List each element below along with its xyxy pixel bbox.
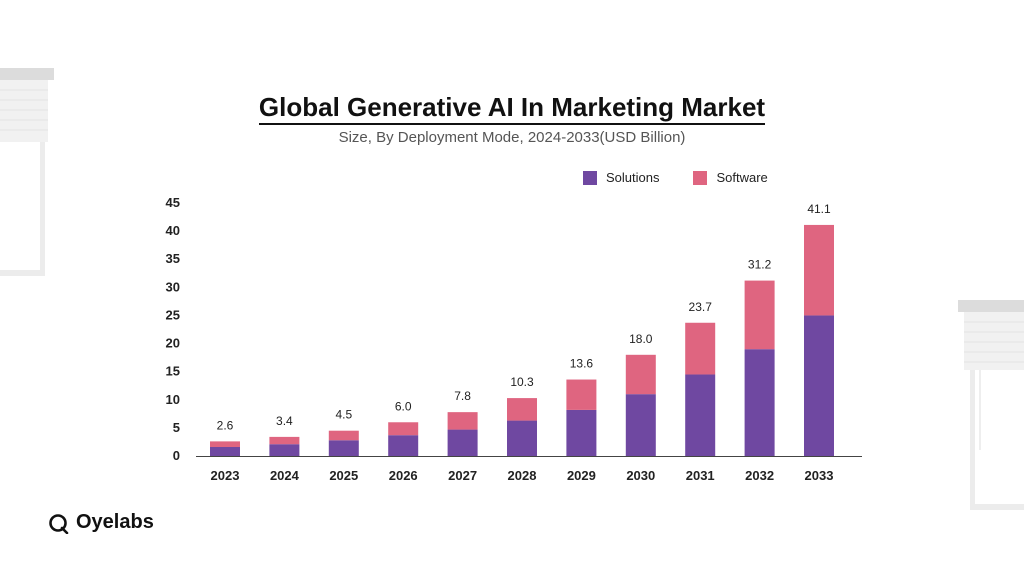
chart-subtitle: Size, By Deployment Mode, 2024-2033(USD … <box>338 129 686 146</box>
x-tick-label-2029: 2029 <box>567 468 596 483</box>
data-label-total-2029: 13.6 <box>570 357 594 371</box>
y-tick-label: 25 <box>166 307 180 322</box>
bar-solutions-2023 <box>210 447 240 456</box>
legend-label-software: Software <box>716 170 768 185</box>
bar-software-2025 <box>328 430 359 441</box>
bar-solutions-2029 <box>566 409 597 456</box>
oyelabs-logo-icon <box>49 513 69 534</box>
y-tick-label: 35 <box>166 251 180 266</box>
chart-title: Global Generative AI In Marketing Market <box>0 92 1024 125</box>
legend-swatch-solutions <box>583 170 597 185</box>
x-tick-label-2028: 2028 <box>508 468 537 483</box>
x-tick-label-2024: 2024 <box>270 468 300 483</box>
bar-software-2024 <box>269 436 300 445</box>
bar-solutions-2025 <box>328 440 359 456</box>
y-tick-label: 40 <box>166 223 180 238</box>
x-tick-label-2033: 2033 <box>805 468 834 483</box>
x-tick-label-2031: 2031 <box>686 468 715 483</box>
bar-software-2028 <box>507 398 537 421</box>
chart-legend: Solutions Software <box>583 170 768 185</box>
data-label-total-2033: 41.1 <box>807 202 831 216</box>
y-tick-label: 10 <box>166 392 180 407</box>
bar-software-2031 <box>685 322 716 375</box>
legend-swatch-software <box>693 170 708 185</box>
data-label-total-2028: 10.3 <box>510 375 534 389</box>
x-tick-label-2032: 2032 <box>745 468 774 483</box>
brand-logo: Oyelabs <box>48 511 154 534</box>
y-tick-label: 45 <box>166 195 180 210</box>
x-tick-label-2023: 2023 <box>211 468 240 483</box>
bar-software-2026 <box>388 422 419 436</box>
y-tick-label: 0 <box>173 448 180 463</box>
bar-software-2033 <box>804 224 834 316</box>
bar-solutions-2026 <box>388 435 419 456</box>
bar-software-2032 <box>744 280 775 350</box>
bar-software-2027 <box>447 412 478 430</box>
legend-label-solutions: Solutions <box>606 170 660 185</box>
bar-solutions-2033 <box>804 315 834 456</box>
y-tick-label: 20 <box>166 336 180 351</box>
bar-solutions-2024 <box>269 444 300 456</box>
x-tick-label-2026: 2026 <box>389 468 418 483</box>
data-label-total-2032: 31.2 <box>748 258 772 272</box>
bar-solutions-2030 <box>625 394 656 456</box>
bar-solutions-2027 <box>447 429 478 456</box>
y-tick-label: 30 <box>166 279 180 294</box>
legend-item-solutions: Solutions <box>583 170 659 185</box>
window-blind-decoration-left <box>0 68 54 276</box>
x-tick-label-2027: 2027 <box>448 468 477 483</box>
legend-item-software: Software <box>693 170 768 185</box>
bar-solutions-2028 <box>507 420 537 456</box>
data-label-total-2031: 23.7 <box>689 300 713 314</box>
data-label-total-2027: 7.8 <box>454 389 471 403</box>
data-label-total-2026: 6.0 <box>395 399 412 413</box>
x-tick-label-2030: 2030 <box>626 468 655 483</box>
brand-name: Oyelabs <box>76 511 154 533</box>
bar-solutions-2031 <box>685 374 716 456</box>
x-tick-label-2025: 2025 <box>329 468 358 483</box>
bar-software-2023 <box>210 441 240 448</box>
data-label-total-2023: 2.6 <box>217 418 234 432</box>
y-tick-label: 5 <box>173 420 180 435</box>
window-blind-decoration-right <box>958 300 1024 510</box>
data-label-total-2024: 3.4 <box>276 414 293 428</box>
bar-software-2029 <box>566 379 597 410</box>
data-label-total-2025: 4.5 <box>335 408 352 422</box>
data-label-total-2030: 18.0 <box>629 332 653 346</box>
y-tick-label: 15 <box>166 364 180 379</box>
bar-solutions-2032 <box>744 349 775 456</box>
bar-software-2030 <box>625 354 656 395</box>
